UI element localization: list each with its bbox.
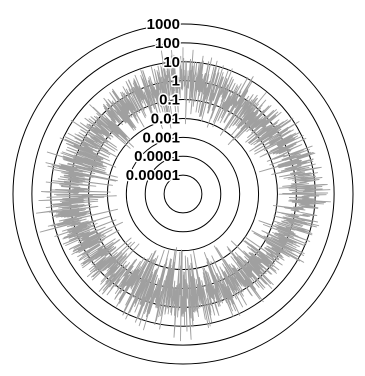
grid-circle-1 <box>144 155 222 233</box>
radial-tick-label: 0.01 <box>151 110 180 127</box>
radial-tick-label: 1 <box>172 73 180 90</box>
radial-tick-label: 0.00001 <box>126 167 180 184</box>
tick-label-layer: 0.00001 0.0001 0.001 0.010.1 1 10 100 1000 <box>124 15 181 186</box>
radial-tick-label: 100 <box>155 35 180 52</box>
grid-circle-7 <box>31 42 335 346</box>
radial-tick-label: 0.001 <box>142 129 180 146</box>
grid-circle-2 <box>125 136 241 252</box>
series-layer <box>35 47 331 342</box>
grid-circle-8 <box>12 23 354 365</box>
radial-tick-label: 0.1 <box>159 92 180 109</box>
radial-tick-label: 0.0001 <box>134 148 180 165</box>
grid-circle-0 <box>163 174 203 214</box>
grid-circle-3 <box>106 117 260 271</box>
radial-tick-label: 1000 <box>147 16 180 33</box>
series-trace <box>35 47 331 342</box>
radial-tick-label: 10 <box>163 54 180 71</box>
